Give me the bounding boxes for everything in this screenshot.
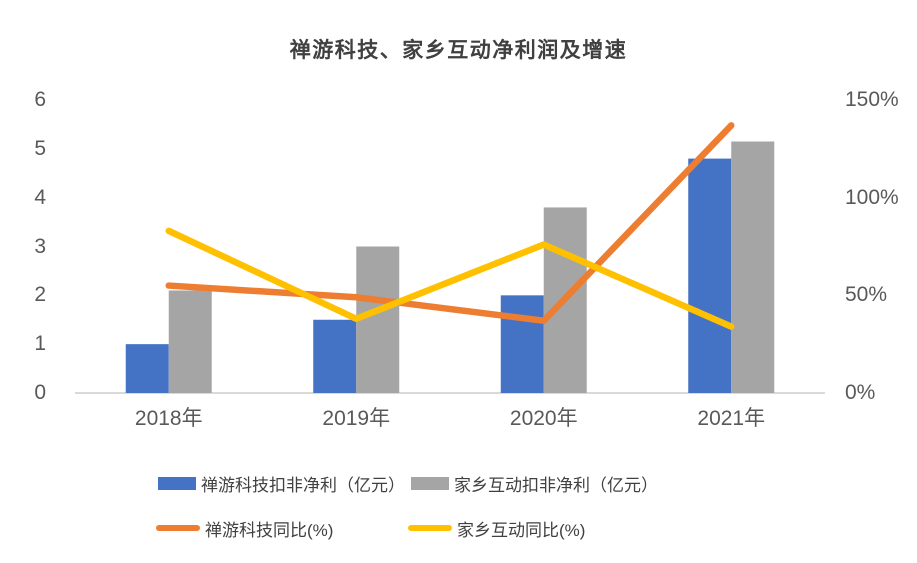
legend-label-jiaxiang-growth: 家乡互动同比(%): [457, 520, 586, 540]
legend-item-chanyou-profit: 禅游科技扣非净利（亿元）: [158, 470, 405, 496]
x-axis-tick-2019年: 2019年: [322, 407, 391, 430]
left-axis-tick-2: 2: [34, 283, 46, 307]
bar-series1-cat3: [731, 141, 775, 393]
left-axis-tick-5: 5: [34, 136, 46, 160]
legend-bar-swatch-blue: [158, 476, 196, 490]
x-axis-tick-2021年: 2021年: [697, 407, 766, 430]
legend-item-chanyou-growth: 禅游科技同比(%): [156, 515, 333, 541]
x-axis-tick-2020年: 2020年: [509, 407, 578, 430]
legend-line-swatch-orange: [156, 525, 200, 531]
right-axis-tick-100%: 100%: [845, 185, 899, 209]
bar-series0-cat0: [125, 344, 169, 393]
left-axis-tick-0: 0: [34, 381, 46, 404]
left-axis-tick-4: 4: [34, 185, 46, 209]
bar-series1-cat1: [356, 246, 400, 393]
legend-item-jiaxiang-profit: 家乡互动扣非净利（亿元）: [411, 470, 658, 496]
bar-series0-cat1: [313, 319, 357, 393]
x-axis-tick-2018年: 2018年: [134, 407, 203, 430]
bar-series0-cat3: [688, 158, 732, 393]
right-axis-tick-0%: 0%: [845, 381, 876, 404]
right-axis-tick-150%: 150%: [845, 88, 899, 111]
legend-line-swatch-yellow: [408, 525, 452, 531]
left-axis-tick-6: 6: [34, 88, 46, 111]
legend-label-chanyou-growth: 禅游科技同比(%): [205, 520, 334, 540]
bar-series0-cat2: [500, 295, 544, 393]
left-axis-tick-1: 1: [34, 332, 46, 356]
chart-title: 禅游科技、家乡互动净利润及增速: [289, 39, 628, 62]
bar-series1-cat0: [168, 290, 212, 393]
legend-item-jiaxiang-growth: 家乡互动同比(%): [408, 515, 585, 541]
right-axis-tick-50%: 50%: [845, 283, 888, 307]
legend-bar-swatch-gray: [411, 476, 449, 490]
legend-label-jiaxiang-profit: 家乡互动扣非净利（亿元）: [454, 475, 658, 495]
line-series0: [165, 122, 735, 324]
legend-label-chanyou-profit: 禅游科技扣非净利（亿元）: [201, 475, 405, 495]
line-series1: [165, 227, 735, 330]
left-axis-tick-3: 3: [34, 234, 46, 258]
